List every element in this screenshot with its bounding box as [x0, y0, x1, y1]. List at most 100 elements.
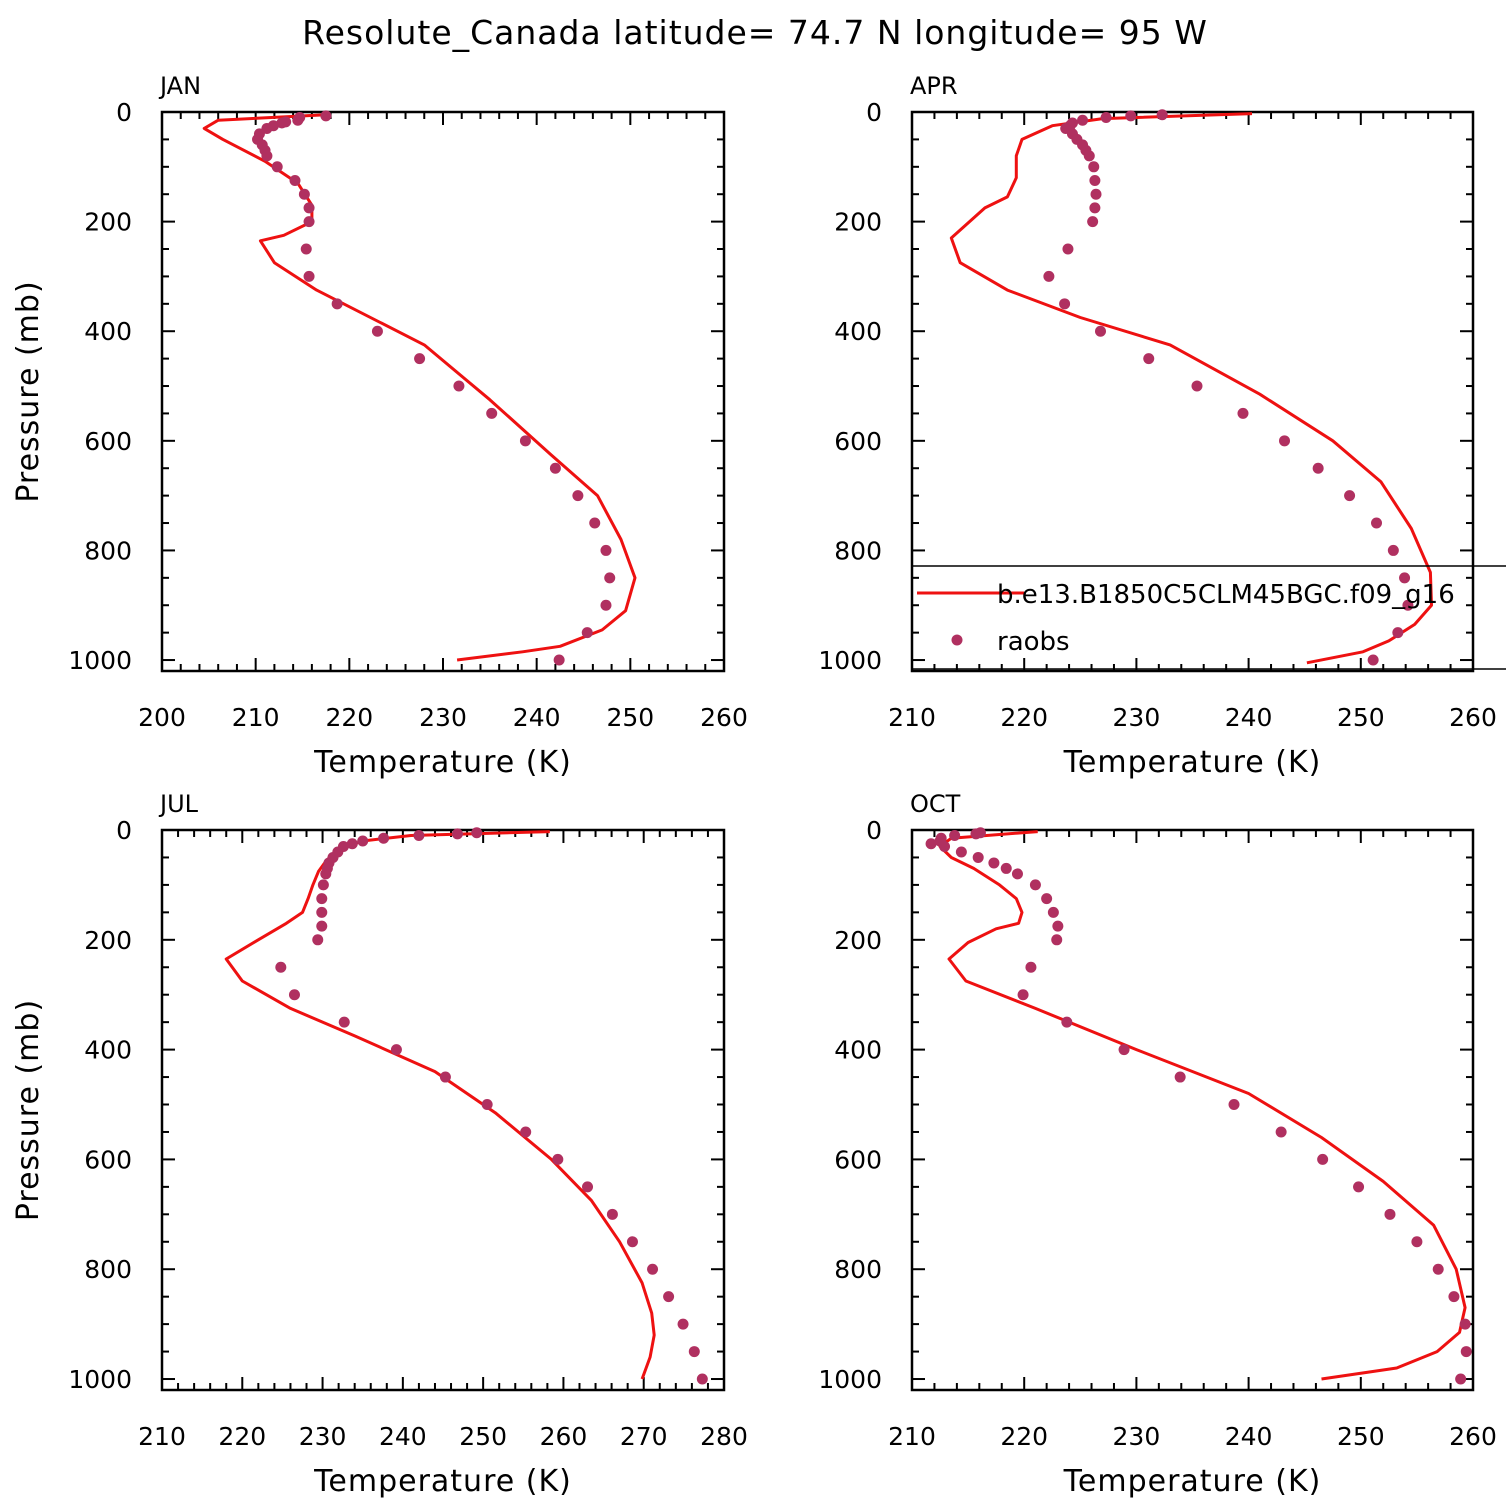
raobs-point — [1275, 1126, 1287, 1138]
raobs-point — [414, 353, 426, 365]
panel-label: OCT — [910, 790, 961, 818]
y-tick-label: 200 — [84, 208, 132, 237]
plot-frame — [910, 110, 1475, 673]
raobs-point — [1367, 654, 1379, 666]
plot-frame — [910, 828, 1475, 1392]
model-profile-line — [224, 830, 656, 1380]
raobs-point — [600, 599, 612, 611]
y-tick-label: 200 — [834, 208, 882, 237]
x-tick-label: 210 — [138, 1422, 186, 1451]
raobs-point — [582, 1181, 594, 1193]
raobs-point — [988, 857, 1000, 869]
raobs-points — [275, 827, 708, 1385]
model-profile-line — [949, 112, 1433, 665]
raobs-points — [925, 827, 1472, 1385]
raobs-point — [371, 325, 383, 337]
raobs-point — [572, 490, 584, 502]
panel-label: APR — [910, 72, 958, 100]
raobs-point — [1000, 862, 1012, 874]
x-tick-label: 260 — [700, 703, 748, 732]
x-tick-label: 250 — [1337, 703, 1385, 732]
legend-dot-swatch — [951, 634, 963, 646]
raobs-point — [320, 110, 332, 122]
raobs-point — [520, 1126, 532, 1138]
raobs-point — [276, 117, 288, 129]
x-tick-label: 260 — [1449, 703, 1497, 732]
raobs-point — [1061, 1016, 1073, 1028]
raobs-point — [1125, 110, 1137, 122]
raobs-point — [1077, 114, 1089, 126]
raobs-point — [1017, 989, 1029, 1001]
raobs-point — [688, 1346, 700, 1358]
x-tick-label: 210 — [232, 703, 280, 732]
y-tick-label: 1000 — [818, 1365, 882, 1394]
raobs-point — [1353, 1181, 1365, 1193]
raobs-point — [312, 934, 324, 946]
x-tick-label: 250 — [459, 1422, 507, 1451]
raobs-point — [1052, 920, 1064, 932]
raobs-point — [1344, 490, 1356, 502]
raobs-point — [552, 1153, 564, 1165]
x-tick-label: 220 — [325, 703, 373, 732]
plot-frame — [160, 110, 726, 673]
raobs-point — [925, 838, 937, 850]
raobs-point — [1237, 407, 1249, 419]
raobs-point — [317, 879, 329, 891]
x-tick-label: 230 — [299, 1422, 347, 1451]
y-tick-label: 400 — [84, 317, 132, 346]
raobs-point — [292, 114, 304, 126]
raobs-point — [261, 150, 273, 162]
raobs-point — [451, 828, 463, 840]
raobs-point — [357, 835, 369, 847]
x-tick-label: 240 — [1225, 703, 1273, 732]
y-tick-label: 600 — [84, 1145, 132, 1174]
raobs-point — [1041, 893, 1053, 905]
raobs-point — [288, 989, 300, 1001]
raobs-point — [1156, 109, 1168, 121]
y-tick-label: 0 — [116, 98, 132, 127]
y-tick-label: 600 — [834, 1145, 882, 1174]
x-tick-label: 240 — [379, 1422, 427, 1451]
raobs-point — [970, 828, 982, 840]
y-tick-label: 0 — [116, 816, 132, 845]
raobs-point — [453, 380, 465, 392]
raobs-point — [486, 407, 498, 419]
y-tick-label: 1000 — [68, 1365, 132, 1394]
raobs-point — [1460, 1346, 1472, 1358]
raobs-point — [581, 627, 593, 639]
x-tick-label: 230 — [419, 703, 467, 732]
raobs-point — [1387, 544, 1399, 556]
raobs-point — [1089, 202, 1101, 214]
raobs-point — [275, 961, 287, 973]
panel-label: JUL — [158, 790, 199, 818]
raobs-point — [553, 654, 565, 666]
x-axis-title: Temperature (K) — [1063, 745, 1322, 780]
model-profile-line — [202, 113, 637, 662]
panel-label: JAN — [158, 72, 201, 100]
raobs-point — [1087, 216, 1099, 228]
raobs-point — [338, 1016, 350, 1028]
y-tick-label: 600 — [84, 427, 132, 456]
x-tick-label: 230 — [1113, 1422, 1161, 1451]
raobs-point — [1399, 572, 1411, 584]
y-tick-label: 800 — [834, 536, 882, 565]
y-tick-label: 0 — [866, 98, 882, 127]
x-tick-label: 220 — [218, 1422, 266, 1451]
plot-frame — [160, 828, 726, 1392]
raobs-point — [1062, 243, 1074, 255]
raobs-point — [331, 298, 343, 310]
raobs-point — [289, 175, 301, 187]
raobs-point — [589, 517, 601, 529]
raobs-point — [1371, 517, 1383, 529]
raobs-point — [1118, 1044, 1130, 1056]
x-tick-label: 230 — [1113, 703, 1161, 732]
raobs-point — [1317, 1153, 1329, 1165]
figure-title: Resolute_Canada latitude= 74.7 N longitu… — [302, 13, 1208, 52]
raobs-point — [519, 435, 531, 447]
raobs-point — [1059, 298, 1071, 310]
y-axis-title: Pressure (mb) — [11, 999, 46, 1221]
raobs-point — [271, 161, 283, 173]
raobs-point — [303, 202, 315, 214]
raobs-point — [378, 832, 390, 844]
